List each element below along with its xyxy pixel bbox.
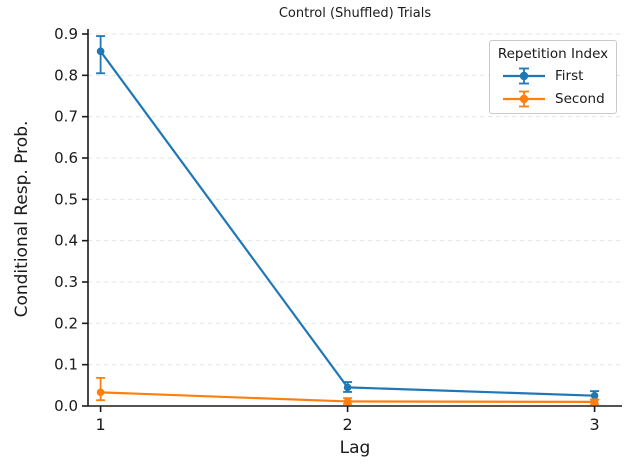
y-tick-label: 0.1 xyxy=(54,356,78,374)
y-tick-label: 0.9 xyxy=(54,25,78,43)
y-tick-label: 0.0 xyxy=(54,397,78,415)
chart-title: Control (Shuffled) Trials xyxy=(278,6,432,21)
x-tick-label: 1 xyxy=(96,415,106,434)
data-point-first xyxy=(96,47,105,56)
y-axis-label: Conditional Resp. Prob. xyxy=(12,120,32,318)
data-point-second xyxy=(343,397,352,406)
data-point-second xyxy=(590,398,599,406)
y-tick-label: 0.6 xyxy=(54,149,78,167)
legend-title: Repetition Index xyxy=(497,46,609,62)
legend: Repetition Index First Second xyxy=(489,40,617,114)
x-axis-label: Lag xyxy=(339,438,371,458)
y-tick-label: 0.4 xyxy=(54,232,78,250)
legend-entry-second: Second xyxy=(496,87,610,110)
legend-entry-label: Second xyxy=(555,90,605,107)
y-tick-label: 0.2 xyxy=(54,314,78,332)
x-tick-label: 2 xyxy=(342,415,352,434)
y-tick-label: 0.3 xyxy=(54,273,78,291)
y-tick-label: 0.7 xyxy=(54,108,78,126)
errorbar-marker-icon xyxy=(503,90,545,107)
data-point-first xyxy=(590,391,599,400)
errorbar-marker-icon xyxy=(503,67,545,84)
y-tick-label: 0.8 xyxy=(54,66,78,84)
data-point-second xyxy=(96,388,105,397)
data-point-first xyxy=(343,383,352,392)
legend-entry-first: First xyxy=(496,64,610,87)
y-tick-label: 0.5 xyxy=(54,190,78,208)
x-tick-label: 3 xyxy=(589,415,599,434)
legend-entry-label: First xyxy=(555,67,584,84)
